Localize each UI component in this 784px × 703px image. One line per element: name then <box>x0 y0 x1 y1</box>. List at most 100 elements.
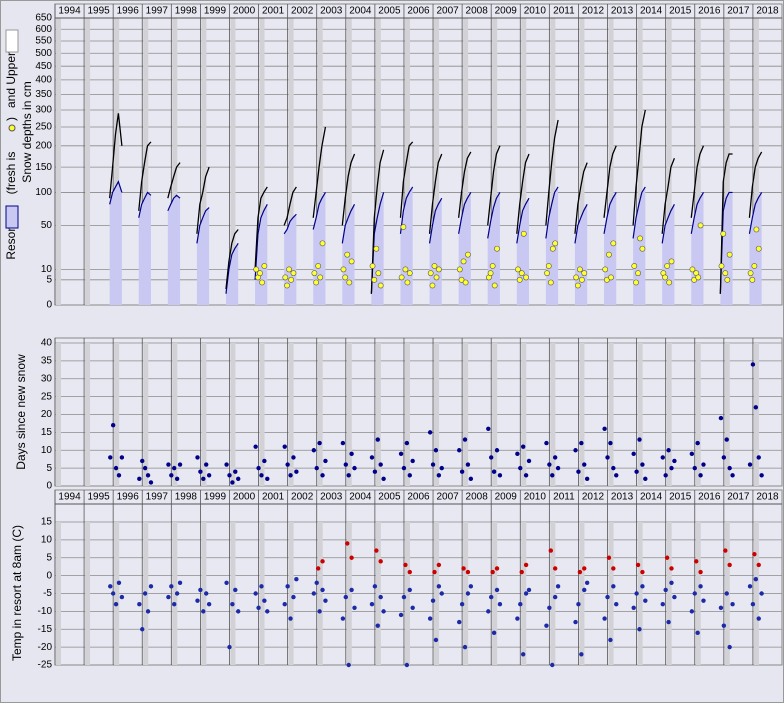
point <box>633 280 638 285</box>
point <box>440 466 444 470</box>
point <box>463 280 468 285</box>
point <box>198 588 202 592</box>
y-tick-label: -20 <box>38 642 53 653</box>
point <box>376 271 381 276</box>
y-tick-label: 30 <box>41 373 53 384</box>
point <box>403 563 407 567</box>
year-label: 2014 <box>640 492 663 503</box>
point <box>607 556 611 560</box>
point <box>312 271 317 276</box>
year-label: 2004 <box>349 6 372 17</box>
y-tick-label: 200 <box>35 140 52 151</box>
legend-fresh-circle <box>9 125 15 131</box>
point <box>373 470 377 474</box>
point <box>146 609 150 613</box>
year-label: 2012 <box>582 492 605 503</box>
point <box>582 588 586 592</box>
point <box>315 581 319 585</box>
year-label: 2005 <box>378 492 401 503</box>
point <box>666 620 670 624</box>
point <box>748 462 752 466</box>
point <box>227 645 231 649</box>
point <box>432 570 436 574</box>
point <box>495 566 499 570</box>
point <box>285 584 289 588</box>
legend-resort-box <box>6 206 18 228</box>
point <box>349 452 353 456</box>
point <box>401 224 406 229</box>
point <box>224 581 228 585</box>
point <box>643 477 647 481</box>
year-label: 2014 <box>640 6 663 17</box>
point <box>378 462 382 466</box>
point <box>178 581 182 585</box>
point <box>463 645 467 649</box>
point <box>722 623 726 627</box>
y-tick-label: -10 <box>38 606 53 617</box>
point <box>556 584 560 588</box>
year-band <box>609 522 614 665</box>
point <box>256 466 260 470</box>
year-label: 2001 <box>262 6 285 17</box>
point <box>120 455 124 459</box>
point <box>317 609 321 613</box>
point <box>460 602 464 606</box>
plot-frame <box>55 338 782 486</box>
point <box>515 452 519 456</box>
y-tick-label: 0 <box>46 481 52 492</box>
point <box>149 480 153 484</box>
y-tick-label: 650 <box>35 13 52 24</box>
point <box>204 591 208 595</box>
point <box>463 437 467 441</box>
year-band <box>56 18 61 305</box>
year-label: 2018 <box>756 6 779 17</box>
point <box>227 473 231 477</box>
ylabel-fresh-end: ) <box>4 117 18 121</box>
point <box>701 598 705 602</box>
point <box>669 566 673 570</box>
point <box>201 477 205 481</box>
point <box>288 616 292 620</box>
point <box>146 473 150 477</box>
point <box>693 466 697 470</box>
point <box>323 598 327 602</box>
point <box>233 588 237 592</box>
year-band <box>492 522 497 665</box>
year-band <box>696 343 701 486</box>
year-label: 2007 <box>436 492 459 503</box>
point <box>440 591 444 595</box>
y-tick-label: 400 <box>35 74 52 85</box>
point <box>637 437 641 441</box>
year-label: 2007 <box>436 6 459 17</box>
y-tick-label: -5 <box>43 588 52 599</box>
point <box>437 584 441 588</box>
point <box>585 581 589 585</box>
point <box>349 588 353 592</box>
point <box>690 609 694 613</box>
point <box>634 591 638 595</box>
point <box>437 563 441 567</box>
point <box>524 591 528 595</box>
point <box>606 252 611 257</box>
year-label: 2002 <box>291 492 314 503</box>
point <box>640 462 644 466</box>
year-label: 1994 <box>58 6 81 17</box>
y-tick-label: 300 <box>35 105 52 116</box>
point <box>169 473 173 477</box>
year-label: 1999 <box>204 492 227 503</box>
point <box>611 566 615 570</box>
point <box>672 459 676 463</box>
point <box>236 477 240 481</box>
point <box>665 263 670 268</box>
point <box>207 473 211 477</box>
point <box>494 246 499 251</box>
point <box>524 473 528 477</box>
point <box>521 444 525 448</box>
year-label: 2013 <box>611 6 634 17</box>
point <box>341 616 345 620</box>
point <box>230 480 234 484</box>
point <box>259 473 263 477</box>
point <box>283 275 288 280</box>
point <box>727 466 731 470</box>
point <box>752 263 757 268</box>
